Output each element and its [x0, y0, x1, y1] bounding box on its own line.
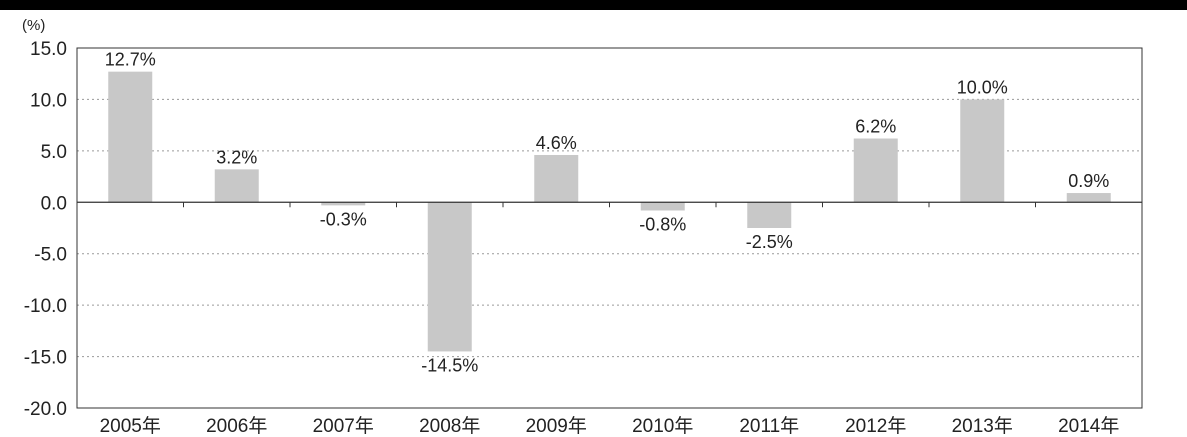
data-label: 0.9% — [1068, 171, 1109, 191]
x-tick-label: 2014年 — [1058, 415, 1119, 437]
x-tick-label: 2008年 — [419, 415, 480, 437]
y-tick-label: -20.0 — [24, 399, 67, 420]
bar — [960, 99, 1005, 203]
y-tick-label: 10.0 — [30, 90, 67, 111]
bar — [640, 202, 685, 211]
x-tick-label: 2007年 — [313, 415, 374, 437]
top-bar — [0, 0, 1187, 10]
bar — [214, 169, 259, 203]
data-label: -0.3% — [320, 209, 367, 229]
bar — [853, 138, 898, 203]
bar — [1066, 193, 1111, 203]
data-label: 3.2% — [216, 147, 257, 167]
y-tick-label: 5.0 — [41, 142, 67, 163]
y-tick-label: -5.0 — [34, 245, 67, 266]
x-tick-label: 2006年 — [206, 415, 267, 437]
y-tick-label: -15.0 — [24, 348, 67, 369]
x-tick-label: 2005年 — [100, 415, 161, 437]
x-tick-label: 2012年 — [845, 415, 906, 437]
y-tick-labels: 15.0 10.0 5.0 0.0 -5.0 -10.0 -15.0 -20.0 — [24, 39, 67, 420]
bar — [747, 202, 792, 228]
plot-frame — [76, 47, 1143, 409]
data-label: -2.5% — [746, 232, 793, 252]
y-axis-unit-label: (%) — [22, 17, 45, 34]
data-label: 6.2% — [855, 117, 896, 137]
bar — [321, 202, 366, 206]
axes — [76, 47, 1143, 409]
data-label: -14.5% — [421, 355, 478, 375]
bar — [427, 202, 472, 352]
data-label: 4.6% — [536, 133, 577, 153]
data-label: 12.7% — [105, 50, 156, 70]
y-tick-label: 0.0 — [41, 193, 67, 214]
bar — [534, 154, 579, 203]
data-label: -0.8% — [639, 215, 686, 235]
data-labels: 12.7% 3.2% -0.3% -14.5% 4.6% -0.8% -2.5% 6.2% 10… — [105, 50, 1110, 376]
x-tick-label: 2013年 — [952, 415, 1013, 437]
x-tick-label: 2011年 — [739, 415, 799, 437]
data-label: 10.0% — [957, 77, 1008, 97]
x-tick-labels: 2005年 2006年 2007年 2008年 2009年 2010年 2011年 2012年… — [100, 415, 1120, 437]
bar — [108, 71, 153, 203]
y-tick-label: 15.0 — [30, 39, 67, 60]
x-tick-label: 2009年 — [526, 415, 587, 437]
x-tick-label: 2010年 — [632, 415, 693, 437]
y-tick-label: -10.0 — [24, 296, 67, 317]
bars — [108, 71, 1111, 352]
